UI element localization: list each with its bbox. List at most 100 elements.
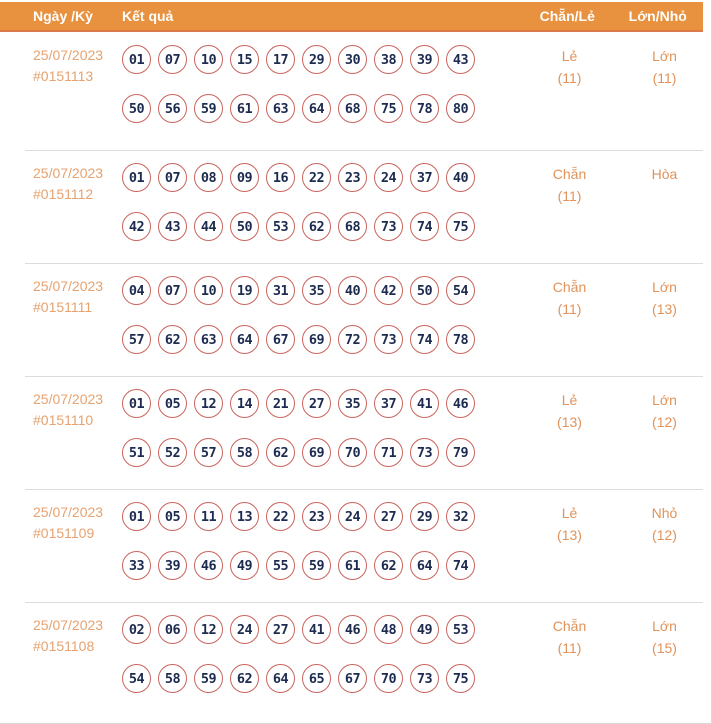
parity-cell: Chẵn (11) [522,276,617,376]
numbers-line-2: 50 56 59 61 63 64 68 75 78 80 [122,94,522,123]
numbers-line-1: 04 07 10 19 31 35 40 42 50 54 [122,276,522,305]
parity-cell: Chẵn (11) [522,615,617,715]
number-ball: 61 [230,94,259,123]
result-row: 25/07/2023 #0151113 01 07 10 15 17 29 30 38 39 43… [0,32,711,150]
number-ball: 57 [122,325,151,354]
number-ball: 42 [122,212,151,241]
number-ball: 75 [446,212,475,241]
number-ball: 73 [410,664,439,693]
numbers-cell: 02 06 12 24 27 41 46 48 49 53 54 58 59 62 64 65 67 70 73 7… [122,615,522,715]
number-ball: 17 [266,45,295,74]
number-ball: 44 [194,212,223,241]
table-header: Ngày /Kỳ Kết quả Chẵn/Lẻ Lớn/Nhỏ [0,2,703,32]
number-ball: 62 [230,664,259,693]
parity-cell: Lẻ (13) [522,389,617,489]
number-ball: 32 [446,502,475,531]
parity-count: (13) [557,527,582,543]
draw-id: #0151112 [33,186,94,202]
number-ball: 06 [158,615,187,644]
number-ball: 05 [158,502,187,531]
parity-count: (13) [557,414,582,430]
parity-count: (11) [557,301,582,317]
number-ball: 57 [194,438,223,467]
number-ball: 22 [266,502,295,531]
number-ball: 37 [410,163,439,192]
number-ball: 62 [158,325,187,354]
number-ball: 07 [158,163,187,192]
date-cell: 25/07/2023 #0151108 [0,615,122,715]
parity-count: (11) [557,640,582,656]
results-body: 25/07/2023 #0151113 01 07 10 15 17 29 30 38 39 43… [0,32,711,715]
size-cell: Lớn (12) [617,389,711,489]
result-row: 25/07/2023 #0151111 04 07 10 19 31 35 40 42 50 54… [0,263,711,376]
draw-date: 25/07/2023 [33,47,104,63]
numbers-line-1: 01 05 12 14 21 27 35 37 41 46 [122,389,522,418]
draw-date: 25/07/2023 [33,617,104,633]
parity-label: Chẵn [552,618,587,634]
number-ball: 43 [446,45,475,74]
number-ball: 12 [194,389,223,418]
number-ball: 01 [122,502,151,531]
number-ball: 73 [374,325,403,354]
number-ball: 70 [374,664,403,693]
number-ball: 46 [338,615,367,644]
numbers-line-1: 02 06 12 24 27 41 46 48 49 53 [122,615,522,644]
number-ball: 07 [158,276,187,305]
number-ball: 67 [266,325,295,354]
number-ball: 37 [374,389,403,418]
number-ball: 27 [374,502,403,531]
parity-label: Chẵn [552,166,587,182]
size-count: (12) [652,414,677,430]
number-ball: 75 [374,94,403,123]
draw-id: #0151113 [33,68,94,84]
header-col-result: Kết quả [122,8,174,24]
numbers-line-2: 51 52 57 58 62 69 70 71 73 79 [122,438,522,467]
number-ball: 51 [122,438,151,467]
number-ball: 72 [338,325,367,354]
number-ball: 01 [122,389,151,418]
number-ball: 74 [410,325,439,354]
number-ball: 78 [410,94,439,123]
number-ball: 40 [446,163,475,192]
number-ball: 30 [338,45,367,74]
number-ball: 35 [338,389,367,418]
number-ball: 38 [374,45,403,74]
number-ball: 78 [446,325,475,354]
result-row: 25/07/2023 #0151112 01 07 08 09 16 22 23 24 37 40… [0,150,711,263]
size-label: Lớn [652,618,677,634]
number-ball: 64 [302,94,331,123]
number-ball: 09 [230,163,259,192]
date-cell: 25/07/2023 #0151110 [0,389,122,489]
number-ball: 39 [410,45,439,74]
number-ball: 52 [158,438,187,467]
number-ball: 59 [194,94,223,123]
number-ball: 67 [338,664,367,693]
number-ball: 22 [302,163,331,192]
numbers-cell: 01 07 10 15 17 29 30 38 39 43 50 56 59 61 63 64 68 75 78 8… [122,45,522,150]
number-ball: 46 [446,389,475,418]
number-ball: 02 [122,615,151,644]
draw-date: 25/07/2023 [33,391,104,407]
number-ball: 27 [302,389,331,418]
number-ball: 64 [230,325,259,354]
number-ball: 49 [410,615,439,644]
size-count: (12) [652,527,677,543]
number-ball: 56 [158,94,187,123]
number-ball: 27 [266,615,295,644]
number-ball: 71 [374,438,403,467]
number-ball: 43 [158,212,187,241]
number-ball: 15 [230,45,259,74]
number-ball: 68 [338,212,367,241]
number-ball: 50 [122,94,151,123]
number-ball: 59 [302,551,331,580]
number-ball: 61 [338,551,367,580]
draw-date: 25/07/2023 [33,504,104,520]
header-col-date: Ngày /Kỳ [33,8,93,24]
number-ball: 59 [194,664,223,693]
number-ball: 14 [230,389,259,418]
number-ball: 64 [266,664,295,693]
header-col-parity: Chẵn/Lẻ [539,8,595,24]
number-ball: 55 [266,551,295,580]
number-ball: 39 [158,551,187,580]
